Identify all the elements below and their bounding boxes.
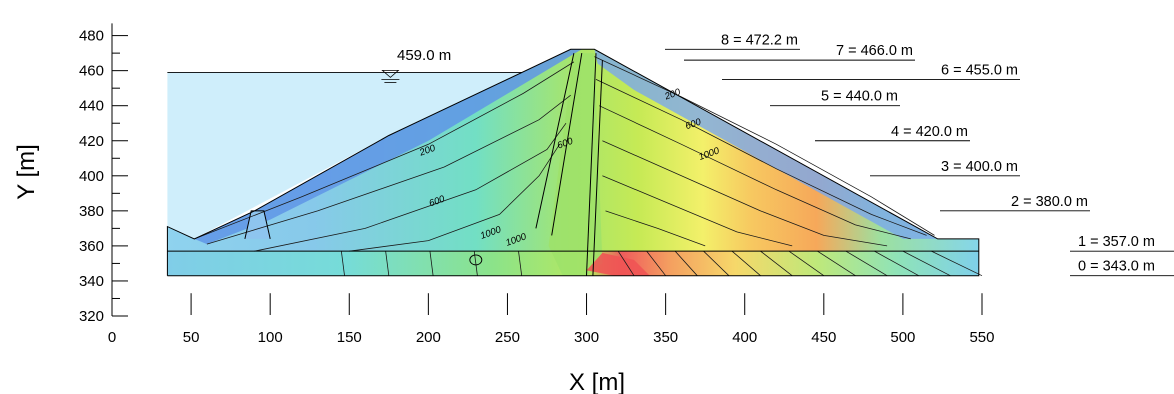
x-tick-label: 350 xyxy=(653,329,678,346)
level-label: 1 = 357.0 m xyxy=(1078,234,1155,250)
y-tick-label: 320 xyxy=(79,308,104,325)
level-label: 3 = 400.0 m xyxy=(941,159,1018,175)
foundation-contour xyxy=(845,250,888,277)
contour-line xyxy=(254,122,567,252)
contour-line xyxy=(594,56,935,236)
x-tick-label: 150 xyxy=(337,329,362,346)
level-label: 0 = 343.0 m xyxy=(1078,259,1155,275)
cofferdam-outline xyxy=(244,210,271,240)
y-axis-title: Y [m] xyxy=(13,144,40,200)
contour-value-label: 600 xyxy=(556,136,575,152)
level-label: 4 = 420.0 m xyxy=(891,124,968,140)
y-tick-label: 460 xyxy=(79,63,104,80)
level-label: 6 = 455.0 m xyxy=(941,62,1018,78)
contour-lines xyxy=(194,56,983,277)
foundation-contour xyxy=(731,250,761,276)
contour-line xyxy=(595,79,927,236)
contour-value-label: 600 xyxy=(684,116,703,132)
reservoir-water xyxy=(167,72,535,276)
core-boundary xyxy=(586,53,597,276)
core-boundary xyxy=(535,52,575,229)
cofferdam xyxy=(244,210,271,239)
foundation-contour xyxy=(646,250,666,276)
y-tick-label: 380 xyxy=(79,203,104,220)
x-tick-label: 500 xyxy=(890,329,915,346)
foundation-contour xyxy=(703,250,730,276)
contour-line xyxy=(349,144,560,252)
y-tick-label: 340 xyxy=(79,273,104,290)
x-tick-label: 450 xyxy=(811,329,836,346)
x-tick-label: 50 xyxy=(183,329,200,346)
contour-value-label: 600 xyxy=(428,193,447,209)
x-tick-label: 250 xyxy=(495,329,520,346)
contour-line xyxy=(194,61,575,240)
foundation-contour xyxy=(874,250,919,277)
x-tick-label: 300 xyxy=(574,329,599,346)
level-label: 5 = 440.0 m xyxy=(821,89,898,105)
foundation-contour xyxy=(385,251,390,276)
peak-zone xyxy=(586,252,650,276)
contour-line xyxy=(605,210,706,247)
x-tick-label: 400 xyxy=(732,329,757,346)
level-label: 8 = 472.2 m xyxy=(721,32,798,48)
level-label: 7 = 466.0 m xyxy=(836,43,913,59)
x-tick-label: 100 xyxy=(258,329,283,346)
y-tick-label: 400 xyxy=(79,168,104,185)
dam-outline xyxy=(166,48,980,277)
core-boundary xyxy=(592,60,603,276)
x-axis-title: X [m] xyxy=(569,369,625,394)
contour-line xyxy=(599,105,911,240)
contour-line xyxy=(602,175,793,247)
y-tick-label: 480 xyxy=(79,28,104,45)
contour-line xyxy=(206,94,571,245)
foundation-contour xyxy=(429,251,434,276)
foundation-contour xyxy=(760,250,793,277)
y-tick-label: 420 xyxy=(79,133,104,150)
x-tick-label: 550 xyxy=(969,329,994,346)
stress-field xyxy=(167,49,979,276)
foundation-contour xyxy=(617,250,635,276)
x-tick-label: 0 xyxy=(108,329,116,346)
core-boundary xyxy=(551,53,583,236)
foundation-contour xyxy=(518,251,523,276)
foundation-contour xyxy=(340,251,345,276)
upstream-shell xyxy=(194,49,582,245)
foundation-contour xyxy=(817,250,856,277)
y-tick-label: 440 xyxy=(79,98,104,115)
construction-levels: 8 = 472.2 m 7 = 466.0 m 6 = 455.0 m 5 = 440… xyxy=(665,32,1174,277)
contour-line xyxy=(602,140,888,247)
foundation-contour xyxy=(788,250,825,277)
foundation-contour xyxy=(931,250,983,277)
foundation-contour xyxy=(674,250,698,276)
water-level-label: 459.0 m xyxy=(397,47,451,64)
gallery-outline xyxy=(469,254,483,266)
x-tick-label: 200 xyxy=(416,329,441,346)
level-label: 2 = 380.0 m xyxy=(1011,194,1088,210)
foundation-contour xyxy=(902,250,951,277)
water-level-symbol-icon xyxy=(381,70,400,78)
axes: 320 340 360 380 400 420 440 460 480 0 50 100 150 200 2… xyxy=(79,23,995,346)
reservoir xyxy=(167,70,535,276)
y-tick-label: 360 xyxy=(79,238,104,255)
